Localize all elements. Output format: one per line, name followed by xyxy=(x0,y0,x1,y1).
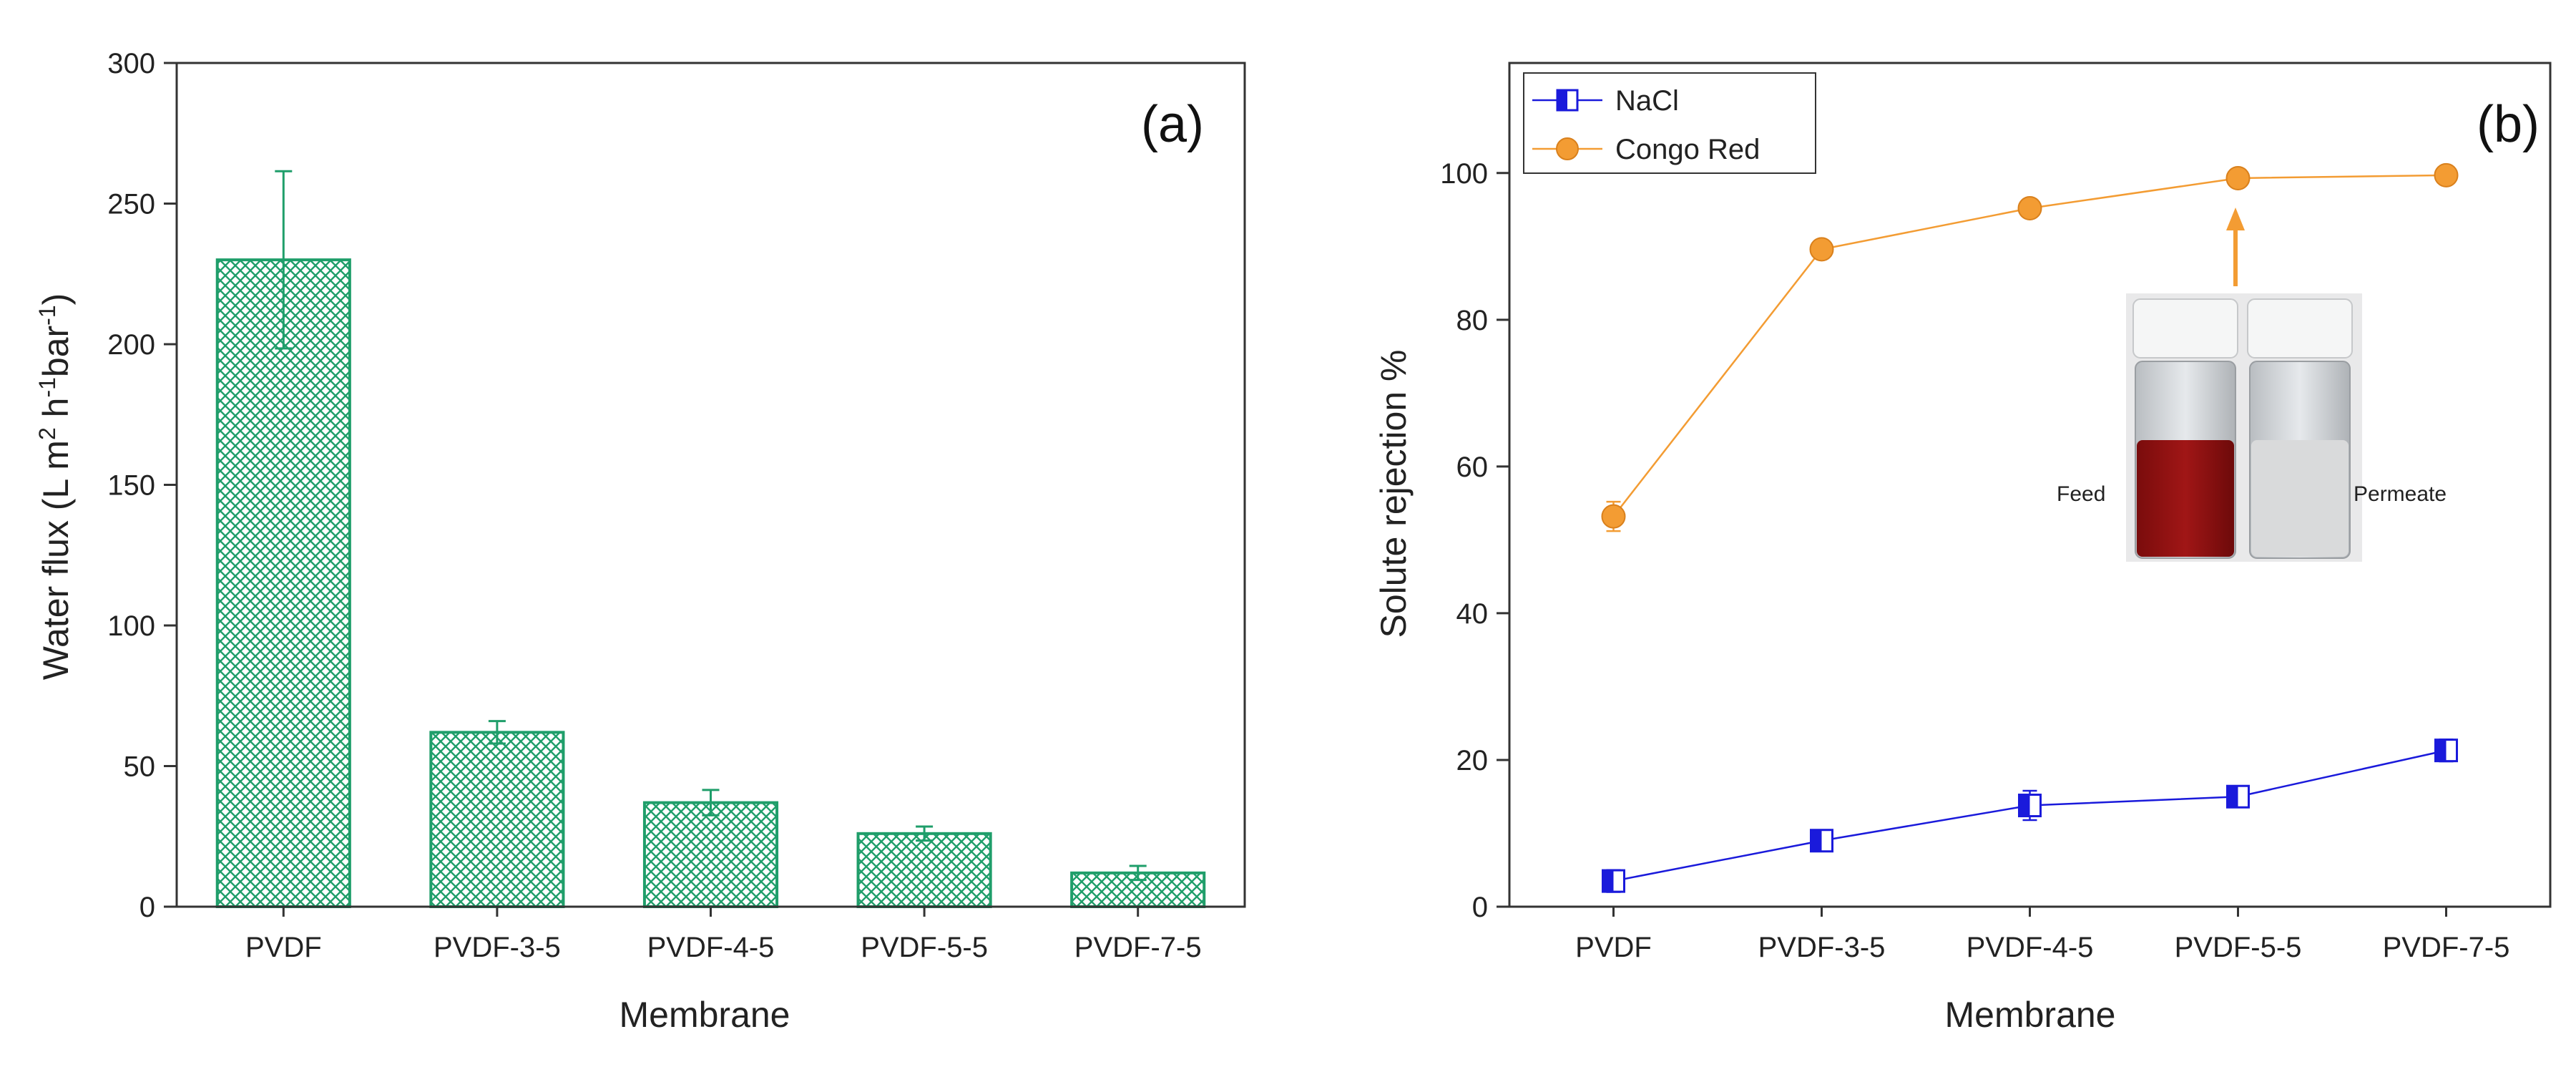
bar xyxy=(429,731,565,909)
data-point-fill xyxy=(2019,794,2030,817)
x-tick-label: PVDF xyxy=(1575,932,1652,963)
y-tick-label: 300 xyxy=(107,48,155,79)
x-tick-label: PVDF xyxy=(245,932,322,963)
bar xyxy=(215,258,351,909)
y-axis-title-part: Water flux (L m xyxy=(36,440,76,680)
x-tick-label: PVDF-4-5 xyxy=(647,932,775,963)
x-axis-ticks: PVDF PVDF-3-5 PVDF-4-5 PVDF-5-5 PVDF-7-5 xyxy=(1575,907,2509,963)
y-tick-label: 0 xyxy=(1472,892,1488,923)
x-tick-label: PVDF-4-5 xyxy=(1967,932,2094,963)
inset-arrow xyxy=(2226,208,2245,286)
y-tick-label: 150 xyxy=(107,470,155,502)
y-axis-title: Solute rejection % xyxy=(1373,349,1414,638)
legend-marker-nacl xyxy=(1556,89,1579,112)
y-axis-ticks: 0 20 40 60 80 100 xyxy=(1440,158,1509,923)
bar xyxy=(642,801,779,908)
data-point-fill xyxy=(1811,829,1822,852)
feed-vial-liquid xyxy=(2137,440,2234,557)
y-tick-label: 60 xyxy=(1456,452,1489,483)
y-tick-label: 80 xyxy=(1456,305,1489,336)
y-tick-label: 20 xyxy=(1456,745,1489,776)
y-axis-title-sup: 2 xyxy=(34,427,60,440)
series-markers xyxy=(1601,162,2459,893)
x-tick-label: PVDF-3-5 xyxy=(434,932,561,963)
y-axis-title-part: bar xyxy=(36,326,76,377)
data-point-fill xyxy=(2435,739,2447,761)
arrow-head xyxy=(2226,208,2245,230)
data-point xyxy=(2225,165,2251,190)
x-axis-title: Membrane xyxy=(1945,995,2116,1035)
inset-permeate-label: Permeate xyxy=(2354,482,2447,506)
x-tick-label: PVDF-5-5 xyxy=(2175,932,2302,963)
panel-label: (b) xyxy=(2477,96,2540,153)
legend-label-nacl: NaCl xyxy=(1615,85,1679,117)
y-axis-title-sup: -1 xyxy=(34,305,60,325)
y-axis-title: Water flux (L m2 h-1bar-1) xyxy=(34,293,76,681)
x-tick-label: PVDF-3-5 xyxy=(1758,932,1886,963)
data-point xyxy=(2434,162,2459,187)
bar xyxy=(856,832,992,908)
panel-label: (a) xyxy=(1141,96,1204,153)
feed-vial-cap xyxy=(2132,298,2238,359)
y-axis-title-sup: -1 xyxy=(34,377,60,397)
x-tick-label: PVDF-7-5 xyxy=(2383,932,2510,963)
data-point-fill xyxy=(2227,786,2238,808)
legend-label-congo-red: Congo Red xyxy=(1615,134,1760,165)
y-axis-title-part: ) xyxy=(36,293,76,306)
y-tick-label: 50 xyxy=(124,751,156,783)
inset-photo: Feed Permeate xyxy=(2057,293,2447,562)
x-axis-title: Membrane xyxy=(619,995,790,1035)
data-point xyxy=(2017,195,2042,220)
permeate-vial-cap xyxy=(2247,298,2353,359)
bar-error-bars xyxy=(275,170,1147,882)
legend: NaCl Congo Red xyxy=(1523,72,1816,174)
y-tick-label: 100 xyxy=(1440,158,1488,190)
y-axis-title-part: h xyxy=(36,398,76,428)
y-tick-label: 200 xyxy=(107,329,155,361)
y-tick-label: 250 xyxy=(107,189,155,220)
data-point xyxy=(1601,504,1626,529)
x-tick-label: PVDF-5-5 xyxy=(861,932,988,963)
data-point-fill xyxy=(1602,870,1614,892)
x-axis-ticks: PVDF PVDF-3-5 PVDF-4-5 PVDF-5-5 PVDF-7-5 xyxy=(245,907,1202,963)
permeate-vial-liquid xyxy=(2251,440,2349,557)
data-point xyxy=(1809,237,1834,262)
legend-marker-congo-red xyxy=(1556,137,1579,160)
x-tick-label: PVDF-7-5 xyxy=(1074,932,1202,963)
inset-feed-label: Feed xyxy=(2057,482,2105,506)
y-tick-label: 100 xyxy=(107,610,155,642)
y-tick-label: 0 xyxy=(139,892,155,923)
y-axis-ticks: 0 50 100 150 200 250 300 xyxy=(107,48,177,923)
y-tick-label: 40 xyxy=(1456,598,1489,630)
